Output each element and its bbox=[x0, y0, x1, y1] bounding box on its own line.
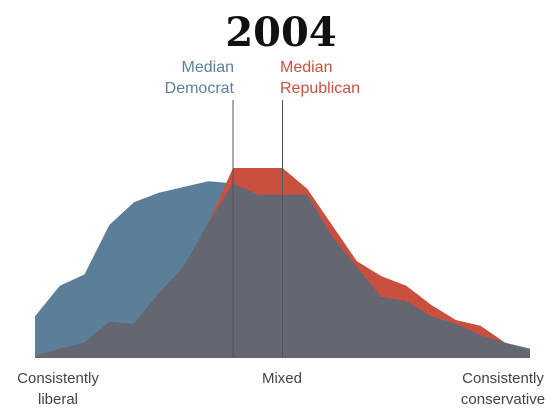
axis-label-center: Mixed bbox=[262, 370, 302, 387]
median-lines bbox=[232, 100, 283, 358]
axis-label-right-1: Consistently bbox=[462, 370, 544, 387]
chart-title: 2004 bbox=[225, 9, 336, 56]
axis-label-left-1: Consistently bbox=[17, 370, 99, 387]
axis-label-right-2: conservative bbox=[461, 391, 545, 408]
median-republican-label-2: Republican bbox=[280, 80, 360, 97]
median-democrat-label-2: Democrat bbox=[165, 80, 235, 97]
median-republican-label-1: Median bbox=[280, 59, 332, 76]
median-democrat-label-1: Median bbox=[182, 59, 234, 76]
axis-label-left-2: liberal bbox=[38, 391, 78, 408]
